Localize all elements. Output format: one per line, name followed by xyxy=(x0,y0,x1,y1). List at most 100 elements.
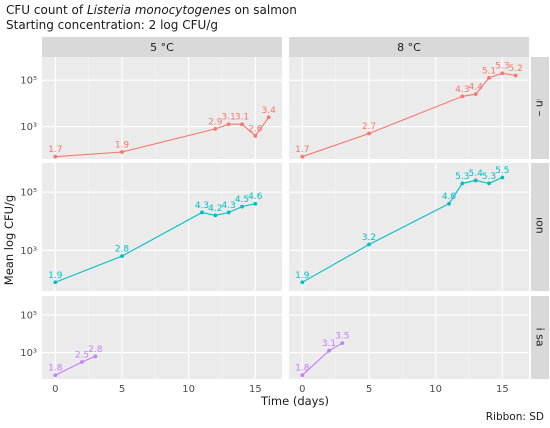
chart-title-prefix: CFU count of xyxy=(6,3,87,17)
data-point xyxy=(300,280,305,285)
column-strip-label: 8 °C xyxy=(397,41,421,54)
data-label: 3.4 xyxy=(262,106,277,116)
column-strip xyxy=(42,37,282,57)
data-label: 1.7 xyxy=(48,145,62,155)
data-point xyxy=(93,354,98,359)
x-tick-label: 10 xyxy=(182,384,195,395)
y-tick-label: 10⁵ xyxy=(20,188,37,199)
chart-title-suffix: on salmon xyxy=(231,3,297,17)
data-label: 4.3 xyxy=(195,201,209,211)
data-label: 5.2 xyxy=(509,64,523,74)
chart-title-italic: Listeria monocytogenes xyxy=(87,3,231,17)
data-point xyxy=(226,210,231,215)
data-label: 1.9 xyxy=(295,271,310,281)
data-point xyxy=(460,94,465,99)
data-label: 2.6 xyxy=(248,124,263,134)
data-point xyxy=(200,210,204,215)
data-label: 3.2 xyxy=(362,233,376,243)
data-point xyxy=(80,360,84,364)
data-point xyxy=(240,204,244,209)
data-point xyxy=(266,115,271,120)
data-point xyxy=(53,373,58,378)
data-label: 4.6 xyxy=(248,192,263,202)
row-strip-label: Norwegian – low NaCl xyxy=(534,48,547,167)
y-tick-label: 10³ xyxy=(20,122,37,133)
data-point xyxy=(120,254,124,258)
panel-background xyxy=(42,57,282,159)
data-point xyxy=(253,133,258,138)
data-point xyxy=(460,181,465,186)
data-label: 2.8 xyxy=(115,245,130,255)
data-label: 4.3 xyxy=(455,85,469,95)
data-label: 1.8 xyxy=(48,364,63,374)
panel-background xyxy=(42,163,282,291)
data-point xyxy=(367,131,371,136)
data-point xyxy=(447,201,451,206)
data-label: 2.5 xyxy=(75,351,89,361)
data-label: 3.1 xyxy=(322,339,336,349)
data-label: 5.3 xyxy=(455,172,469,182)
y-tick-label: 10⁵ xyxy=(20,76,37,87)
data-label: 5.3 xyxy=(482,172,496,182)
row-strip-label: Sushi salmon xyxy=(534,301,547,374)
data-label: 3.5 xyxy=(335,332,349,342)
data-point xyxy=(300,373,305,378)
y-tick-label: 10³ xyxy=(20,348,37,359)
data-point xyxy=(340,341,345,346)
data-label: 3.1 xyxy=(235,113,249,123)
data-label: 2.8 xyxy=(88,345,103,355)
data-point xyxy=(53,280,58,285)
x-tick-label: 5 xyxy=(366,384,372,395)
data-label: 1.9 xyxy=(115,141,130,151)
data-label: 1.7 xyxy=(295,145,309,155)
data-label: 5.3 xyxy=(495,62,509,72)
data-point xyxy=(253,201,258,206)
data-label: 5.4 xyxy=(469,169,484,179)
y-axis-title: Mean log CFU/g xyxy=(2,195,16,285)
facet-panels: 5 °C 8 °C Norwegian – low NaCl 10³ 10⁵ Salmon… xyxy=(20,37,549,395)
column-strip xyxy=(289,37,529,57)
data-point xyxy=(300,154,305,159)
data-label: 2.7 xyxy=(362,122,376,132)
x-tick-label: 5 xyxy=(119,384,125,395)
x-tick-label: 15 xyxy=(249,384,262,395)
data-point xyxy=(213,213,218,218)
y-tick-label: 10³ xyxy=(20,246,37,257)
data-label: 5.5 xyxy=(495,166,509,176)
row-strip xyxy=(531,163,549,291)
row-strip xyxy=(531,296,549,379)
data-point xyxy=(500,71,505,76)
data-point xyxy=(367,242,371,247)
x-tick-label: 0 xyxy=(299,384,305,395)
chart-caption: Ribbon: SD xyxy=(486,411,544,423)
data-point xyxy=(513,73,518,78)
data-label: 1.8 xyxy=(295,364,310,374)
data-point xyxy=(487,75,491,80)
panel-background xyxy=(42,296,282,379)
row-strip-label: Salmon fillet xyxy=(534,193,547,263)
y-tick-label: 10⁵ xyxy=(20,310,37,321)
data-label: 4.5 xyxy=(235,195,249,205)
data-label: 5.1 xyxy=(482,66,496,76)
panel-background xyxy=(289,296,529,379)
chart-title: CFU count of Listeria monocytogenes on s… xyxy=(6,3,297,17)
x-tick-label: 0 xyxy=(52,384,58,395)
data-point xyxy=(327,348,331,353)
data-label: 4.4 xyxy=(469,83,484,93)
data-point xyxy=(226,122,231,127)
data-label: 4.6 xyxy=(442,192,457,202)
data-point xyxy=(473,178,478,183)
column-strip-label: 5 °C xyxy=(150,41,174,54)
data-point xyxy=(240,122,244,127)
x-tick-label: 10 xyxy=(429,384,442,395)
data-label: 4.2 xyxy=(208,204,222,214)
data-point xyxy=(473,92,478,96)
data-point xyxy=(120,150,124,154)
chart-subtitle: Starting concentration: 2 log CFU/g xyxy=(6,18,218,32)
data-label: 4.3 xyxy=(222,201,236,211)
row-strip xyxy=(531,57,549,159)
data-label: 1.9 xyxy=(48,271,63,281)
x-axis-title: Time (days) xyxy=(260,394,329,408)
data-point xyxy=(487,181,491,186)
